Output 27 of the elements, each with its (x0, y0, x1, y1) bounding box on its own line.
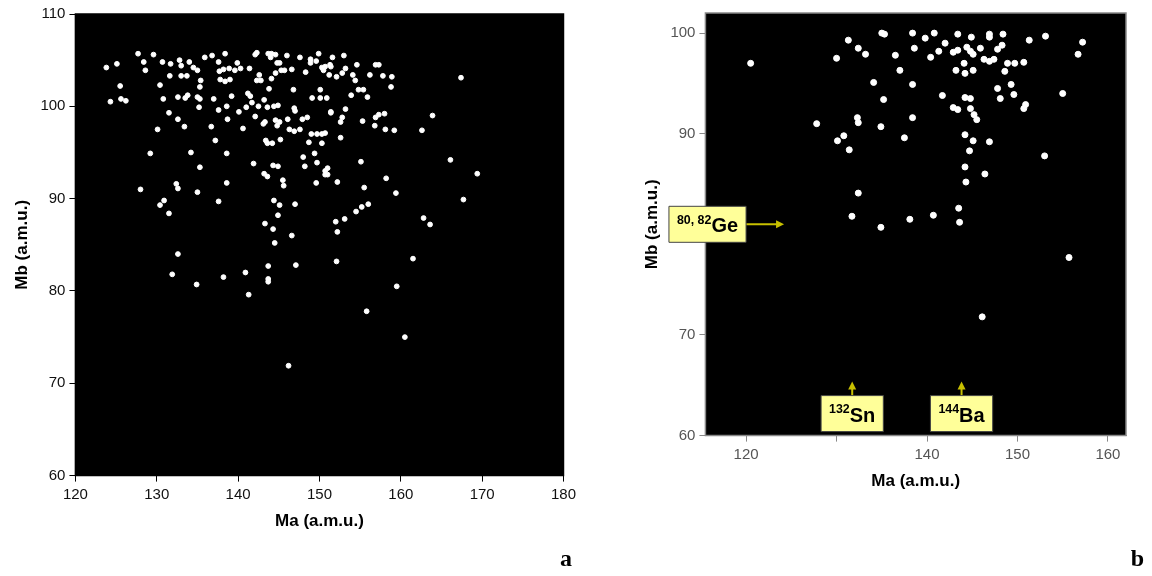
x-tick-label: 180 (550, 484, 576, 502)
y-axis-title: Mb (a.m.u.) (641, 179, 661, 270)
y-tick-label: 90 (678, 123, 696, 141)
x-tick-label: 140 (225, 484, 251, 502)
x-tick-label: 160 (388, 484, 414, 502)
x-tick-label: 160 (1095, 444, 1121, 462)
y-axis-title: Mb (a.m.u.) (11, 199, 31, 290)
y-tick-label: 110 (41, 4, 66, 22)
y-tick-label: 60 (678, 425, 696, 443)
text: b (1130, 545, 1144, 572)
y-tick-label: 90 (48, 188, 66, 206)
x-tick-label: 120 (62, 484, 88, 502)
text: a (560, 545, 572, 572)
y-tick-label: 60 (48, 465, 66, 483)
x-tick-label: 120 (733, 444, 759, 462)
x-tick-label: 140 (914, 444, 940, 462)
y-tick-label: 80 (48, 281, 66, 299)
x-tick-label: 150 (1004, 444, 1030, 462)
x-tick-label: 170 (469, 484, 495, 502)
y-tick-label: 70 (678, 325, 696, 343)
y-tick-label: 100 (670, 23, 696, 41)
y-tick-label: 70 (48, 373, 66, 391)
y-tick-label: 100 (40, 96, 66, 114)
x-axis-title: Ma (a.m.u.) (871, 471, 961, 491)
x-axis-title: Ma (a.m.u.) (275, 511, 364, 531)
x-tick-label: 130 (144, 484, 170, 502)
x-tick-label: 150 (306, 484, 332, 502)
